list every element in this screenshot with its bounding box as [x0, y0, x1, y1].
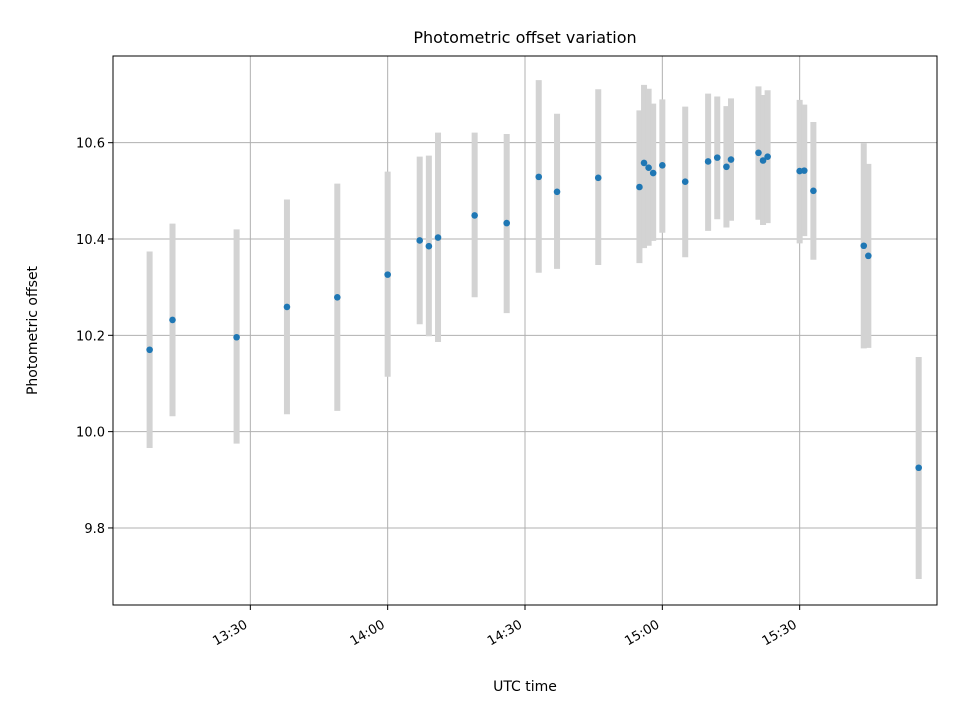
data-point [283, 303, 291, 311]
data-point [471, 212, 478, 219]
data-point [755, 149, 762, 157]
data-point [384, 271, 391, 278]
data-point [146, 346, 153, 354]
data-point [681, 178, 689, 185]
data-point [810, 187, 817, 195]
data-point [713, 154, 721, 161]
data-point [659, 162, 666, 169]
y-tick-label: 10.6 [76, 137, 105, 152]
x-tick-label: 13:30 [210, 617, 250, 649]
data-point [860, 242, 868, 250]
data-point [594, 174, 602, 182]
data-point [759, 157, 767, 164]
x-tick-label: 14:30 [485, 617, 525, 649]
data-point [865, 252, 872, 260]
x-tick-label: 15:30 [760, 617, 800, 649]
y-tick-label: 10.4 [76, 233, 105, 248]
data-point [764, 153, 771, 160]
data-points [146, 149, 922, 472]
x-tick-label: 14:00 [348, 617, 388, 649]
data-point [723, 163, 730, 171]
y-tick-label: 10.0 [76, 426, 105, 441]
y-tick-label: 10.2 [76, 329, 105, 344]
data-point [636, 183, 643, 191]
data-point [169, 316, 176, 324]
data-point [915, 464, 922, 472]
data-point [640, 159, 648, 167]
data-point [434, 234, 442, 241]
x-tick-label: 15:00 [622, 617, 662, 649]
y-axis-label: Photometric offset [25, 265, 41, 395]
x-axis-label: UTC time [493, 679, 557, 695]
data-point [727, 156, 735, 163]
chart-title: Photometric offset variation [413, 28, 636, 47]
data-point [233, 333, 240, 341]
data-point [704, 158, 712, 165]
data-point [416, 237, 424, 244]
data-point [553, 188, 561, 196]
error-bars [146, 80, 922, 579]
data-point [649, 169, 657, 177]
data-point [800, 167, 808, 174]
data-point [425, 242, 433, 250]
data-point [645, 164, 652, 172]
data-point [535, 173, 543, 181]
data-point [334, 293, 341, 301]
y-tick-label: 9.8 [84, 522, 105, 537]
data-point [503, 219, 510, 227]
